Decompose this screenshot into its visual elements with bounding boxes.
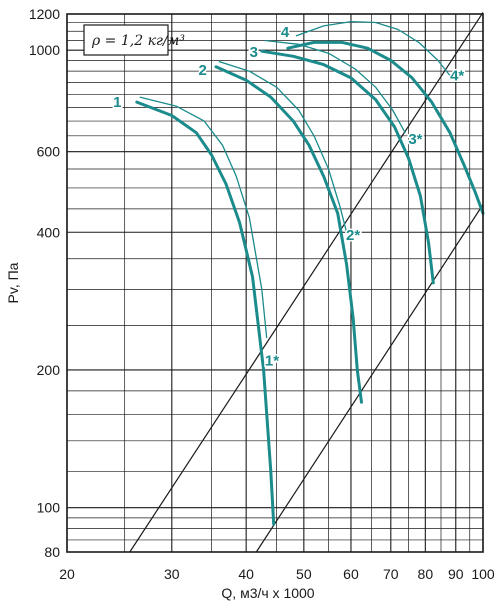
curve-3 xyxy=(260,49,435,285)
y-tick-label: 100 xyxy=(37,500,61,516)
curve-label: 4 xyxy=(281,24,290,41)
y-tick-label: 600 xyxy=(37,144,61,160)
curve-label: 1* xyxy=(265,352,279,369)
x-tick-labels: 20 30 40 50 60 70 80 90 100 xyxy=(59,566,495,582)
x-tick-label: 80 xyxy=(418,566,434,582)
x-tick-label: 50 xyxy=(296,566,312,582)
curve-4 xyxy=(286,40,485,215)
curve-label: 1 xyxy=(113,94,121,111)
y-tick-label: 400 xyxy=(37,224,61,240)
curve-label: 4* xyxy=(450,68,464,85)
curve-2-star xyxy=(218,60,348,233)
x-tick-label: 40 xyxy=(238,566,254,582)
x-tick-label: 70 xyxy=(383,566,399,582)
curve-label: 3* xyxy=(408,131,422,148)
x-axis-label: Q, м3/ч x 1000 xyxy=(221,585,314,601)
y-axis-label: Pv, Па xyxy=(5,262,21,303)
y-tick-labels: 80 100 200 400 600 1000 1200 xyxy=(29,6,60,560)
x-tick-label: 100 xyxy=(471,566,495,582)
density-legend: ρ = 1,2 кг/м³ xyxy=(83,24,185,56)
curve-4-star xyxy=(295,20,451,77)
plot-frame xyxy=(66,13,484,553)
curve-label: 2* xyxy=(346,227,360,244)
x-tick-label: 60 xyxy=(343,566,359,582)
curve-1-star xyxy=(139,96,268,338)
x-tick-label: 20 xyxy=(59,566,75,582)
curve-3-star xyxy=(264,39,406,134)
y-tick-label: 1200 xyxy=(29,6,60,22)
y-tick-label: 80 xyxy=(44,544,60,560)
performance-curves xyxy=(135,20,485,526)
density-legend-box xyxy=(83,24,169,56)
curve-labels: 1 2 3 4 1* 2* 3* 4* xyxy=(112,23,466,371)
density-legend-text: ρ = 1,2 кг/м³ xyxy=(91,33,185,49)
curve-label: 2 xyxy=(198,62,206,79)
system-characteristic-line xyxy=(129,12,484,553)
x-tick-label: 30 xyxy=(164,566,180,582)
curve-2 xyxy=(214,65,363,404)
curve-label: 3 xyxy=(250,44,258,61)
y-tick-label: 1000 xyxy=(29,42,60,58)
grid xyxy=(66,13,484,553)
x-tick-label: 90 xyxy=(448,566,464,582)
y-tick-label: 200 xyxy=(37,362,61,378)
curve-1 xyxy=(135,100,276,526)
system-lines xyxy=(129,12,484,553)
system-characteristic-line xyxy=(255,204,484,553)
